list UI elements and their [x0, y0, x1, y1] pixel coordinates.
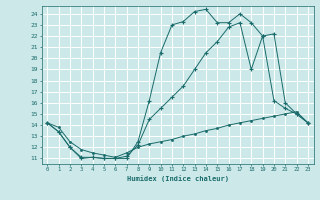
X-axis label: Humidex (Indice chaleur): Humidex (Indice chaleur): [127, 175, 228, 182]
